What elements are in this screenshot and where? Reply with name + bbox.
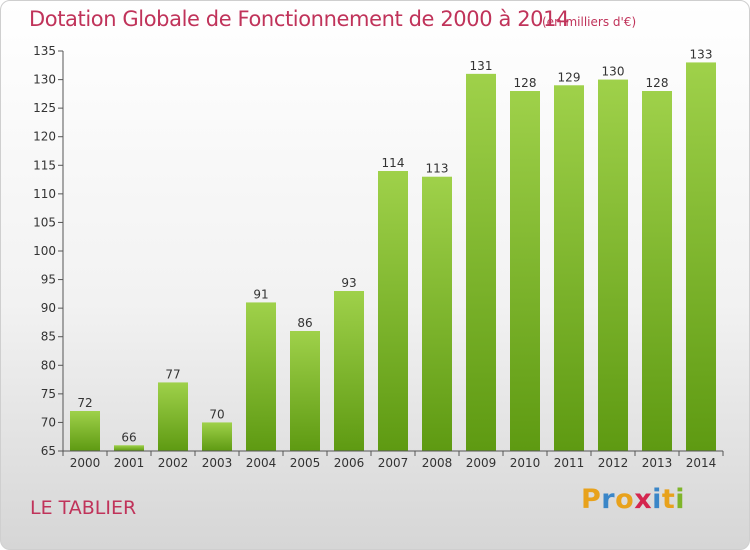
- y-tick-label: 80: [41, 358, 56, 372]
- bar-2012: [598, 79, 628, 452]
- proxiti-logo: Proxiti: [581, 484, 685, 515]
- bar-2007: [378, 171, 408, 451]
- bar-2013: [642, 91, 672, 451]
- logo-letter: i: [652, 484, 662, 515]
- y-tick-label: 65: [41, 444, 56, 458]
- data-label-2006: 93: [341, 276, 356, 290]
- x-tick-label-2001: 2001: [114, 456, 145, 470]
- y-tick-label: 125: [33, 101, 56, 115]
- x-tick-label-2006: 2006: [334, 456, 365, 470]
- y-tick-label: 90: [41, 301, 56, 315]
- logo-letter: r: [601, 484, 616, 515]
- data-label-2007: 114: [382, 156, 405, 170]
- chart-unit: (en milliers d'€): [542, 15, 637, 29]
- x-tick-label-2011: 2011: [554, 456, 585, 470]
- bar-2006: [334, 291, 364, 451]
- data-label-2002: 77: [165, 367, 180, 381]
- logo-letter: P: [581, 484, 602, 515]
- x-tick-label-2003: 2003: [202, 456, 233, 470]
- logo-letter: i: [675, 484, 686, 515]
- x-tick-label-2000: 2000: [70, 456, 101, 470]
- bar-2009: [466, 73, 496, 451]
- commune-name: LE TABLIER: [30, 497, 137, 519]
- data-label-2004: 91: [253, 287, 268, 301]
- chart-title: Dotation Globale de Fonctionnement de 20…: [29, 7, 570, 31]
- bar-2011: [554, 85, 584, 452]
- bars-group: 72 66 77 70 91 86 93 114 113 131 128 129 130 128 133: [70, 47, 716, 452]
- data-label-2010: 128: [514, 76, 537, 90]
- y-tick-label: 130: [33, 73, 56, 87]
- x-tick-label-2004: 2004: [246, 456, 277, 470]
- x-tick-label-2014: 2014: [686, 456, 717, 470]
- y-tick-label: 105: [33, 215, 56, 229]
- x-tick-label-2002: 2002: [158, 456, 189, 470]
- bar-2003: [202, 422, 232, 451]
- bar-2010: [510, 91, 540, 451]
- data-label-2008: 113: [426, 162, 449, 176]
- x-tick-label-2005: 2005: [290, 456, 321, 470]
- data-label-2013: 128: [646, 76, 669, 90]
- logo-letter: t: [661, 484, 676, 515]
- data-label-2001: 66: [121, 430, 136, 444]
- x-tick-label-2007: 2007: [378, 456, 409, 470]
- data-label-2012: 130: [602, 65, 625, 79]
- data-label-2003: 70: [209, 407, 224, 421]
- y-tick-label: 120: [33, 130, 56, 144]
- y-tick-label: 110: [33, 187, 56, 201]
- x-axis: 2000 2001 2002 2003 2004 2005 2006 2007 2008 2009…: [62, 450, 724, 470]
- data-label-2009: 131: [470, 59, 493, 73]
- y-tick-label: 135: [33, 44, 56, 58]
- x-tick-label-2010: 2010: [510, 456, 541, 470]
- bar-2008: [422, 176, 452, 451]
- logo-letter: o: [615, 484, 635, 515]
- data-label-2011: 129: [558, 70, 581, 84]
- x-tick-label-2012: 2012: [598, 456, 629, 470]
- y-tick-label: 75: [41, 387, 56, 401]
- logo-letter: x: [634, 484, 653, 515]
- data-label-2005: 86: [297, 316, 312, 330]
- y-axis: 65 70 75 80 85 90 95 100 105 110 115 120 125 130 135: [33, 44, 64, 458]
- bar-2000: [70, 411, 100, 451]
- bar-2005: [290, 331, 320, 451]
- bar-2002: [158, 382, 188, 451]
- y-tick-label: 100: [33, 244, 56, 258]
- y-tick-label: 85: [41, 330, 56, 344]
- y-tick-label: 115: [33, 158, 56, 172]
- bar-2004: [246, 302, 276, 451]
- y-tick-label: 95: [41, 273, 56, 287]
- bar-2014: [686, 62, 716, 452]
- x-tick-label-2013: 2013: [642, 456, 673, 470]
- x-tick-label-2008: 2008: [422, 456, 453, 470]
- x-tick-label-2009: 2009: [466, 456, 497, 470]
- data-label-2000: 72: [77, 396, 92, 410]
- bar-2001: [114, 445, 144, 451]
- y-tick-label: 70: [41, 415, 56, 429]
- data-label-2014: 133: [690, 47, 713, 61]
